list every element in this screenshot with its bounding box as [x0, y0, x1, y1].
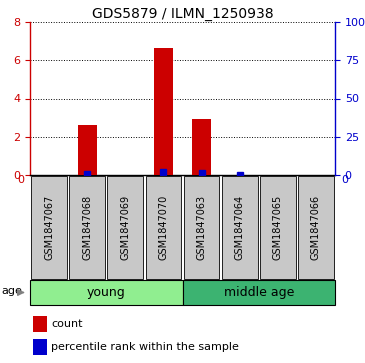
- Bar: [184, 176, 219, 279]
- Text: GSM1847068: GSM1847068: [82, 195, 92, 260]
- Text: age: age: [1, 286, 22, 296]
- Bar: [222, 176, 258, 279]
- Text: GSM1847066: GSM1847066: [311, 195, 321, 260]
- Bar: [192, 119, 211, 175]
- Bar: [182, 280, 335, 305]
- Text: count: count: [51, 319, 83, 329]
- Text: GSM1847069: GSM1847069: [120, 195, 130, 260]
- Text: young: young: [87, 286, 126, 299]
- Text: GSM1847065: GSM1847065: [273, 195, 283, 260]
- Bar: [154, 48, 173, 175]
- Bar: [69, 176, 105, 279]
- Bar: [146, 176, 181, 279]
- Text: GSM1847070: GSM1847070: [158, 195, 168, 260]
- Text: percentile rank within the sample: percentile rank within the sample: [51, 342, 239, 352]
- Bar: [78, 125, 97, 175]
- Text: GSM1847064: GSM1847064: [235, 195, 245, 260]
- Bar: [31, 176, 67, 279]
- Bar: [30, 280, 182, 305]
- Text: 0: 0: [341, 175, 348, 185]
- Bar: [33, 339, 47, 355]
- Text: middle age: middle age: [223, 286, 294, 299]
- Bar: [298, 176, 334, 279]
- Title: GDS5879 / ILMN_1250938: GDS5879 / ILMN_1250938: [92, 7, 273, 21]
- Bar: [107, 176, 143, 279]
- Text: 0: 0: [17, 175, 24, 185]
- Bar: [260, 176, 296, 279]
- Text: GSM1847067: GSM1847067: [44, 195, 54, 260]
- Text: GSM1847063: GSM1847063: [197, 195, 207, 260]
- Bar: [33, 317, 47, 332]
